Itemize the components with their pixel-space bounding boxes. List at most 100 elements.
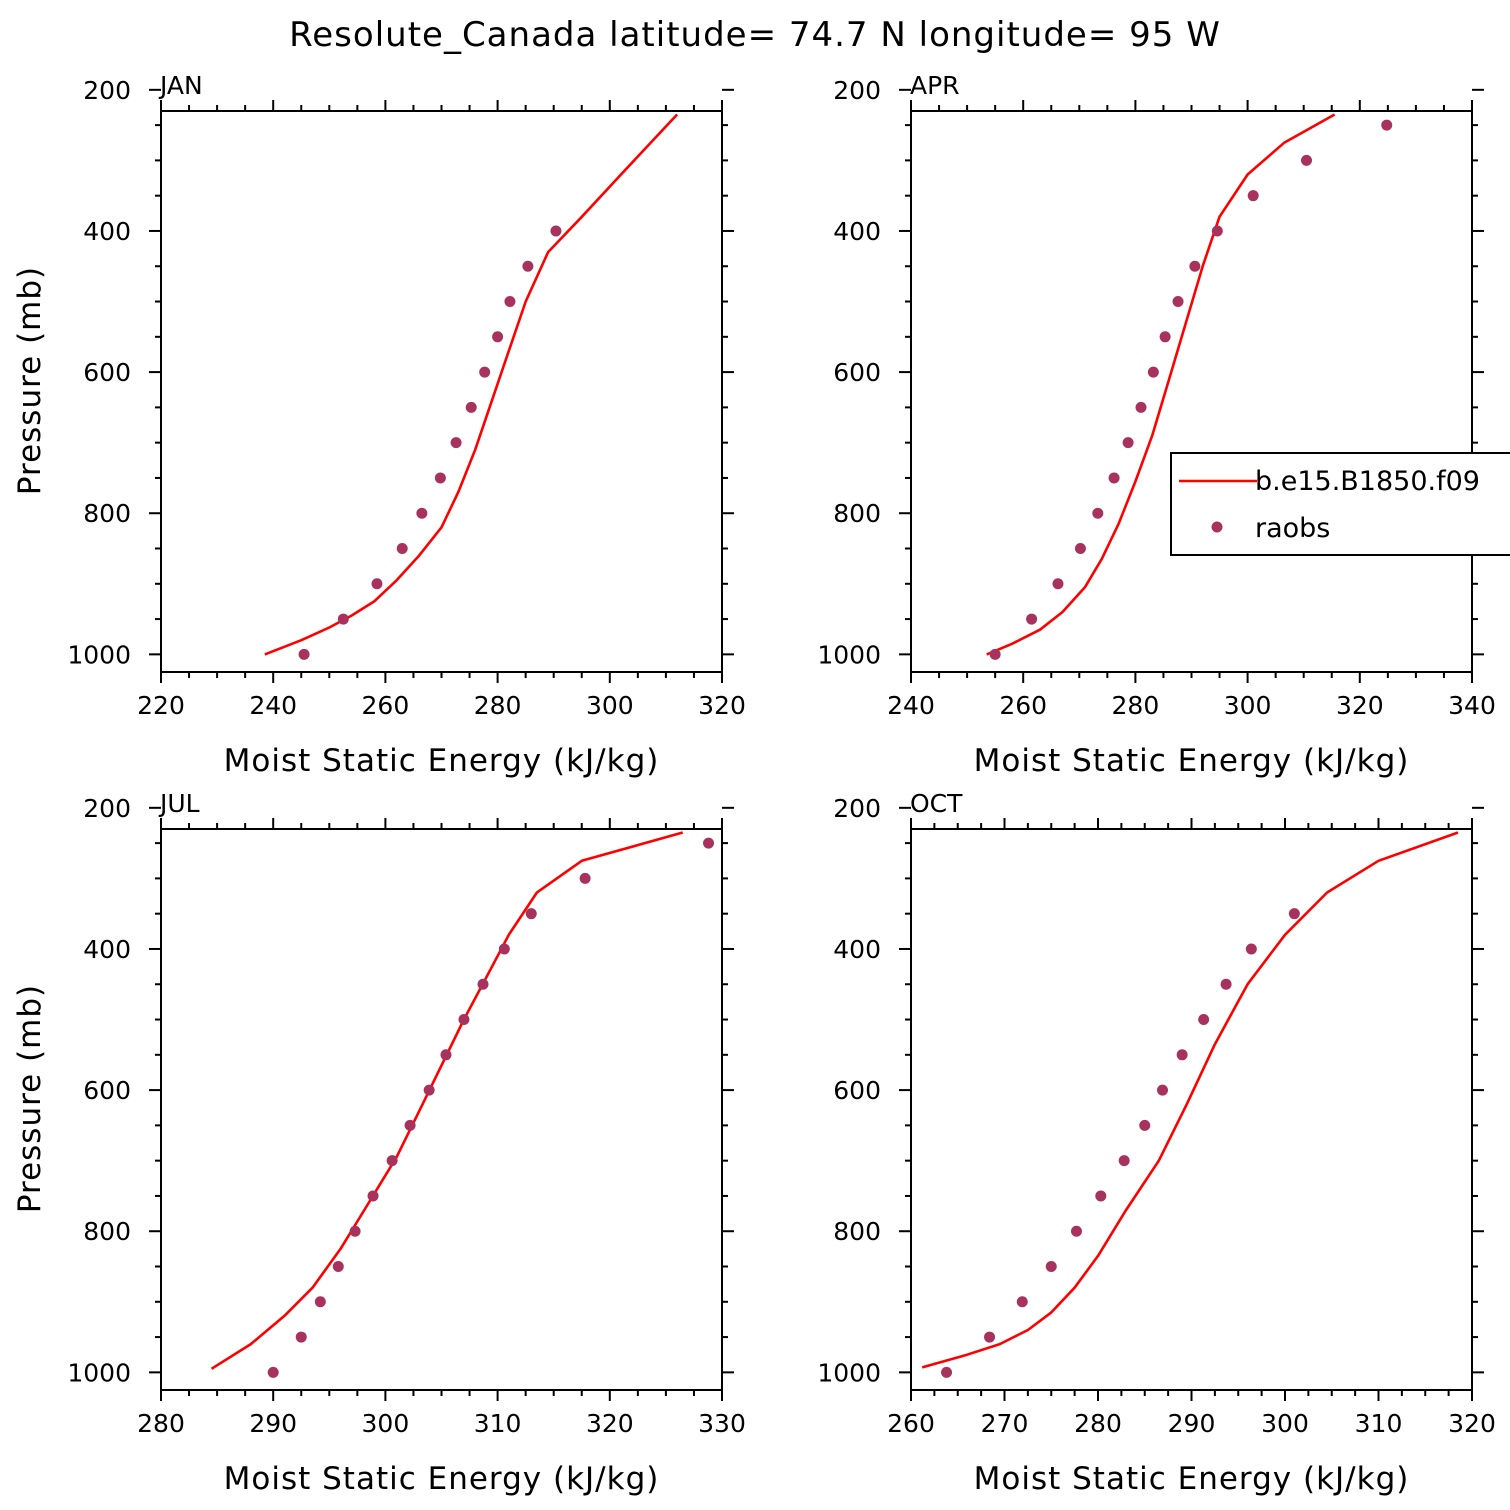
model-series-line [986, 113, 1336, 656]
raobs-point [295, 1331, 307, 1343]
y-axis-title: Pressure (mb) [12, 984, 48, 1213]
y-tick-label: 600 [83, 358, 131, 387]
y-tick-label: 1000 [67, 1358, 131, 1387]
raobs-point [440, 1049, 452, 1061]
raobs-point [1016, 1296, 1028, 1308]
panel-oct: OCT 260 270 280 290 300 310 320 200 400 600 800 1000… [817, 789, 1495, 1497]
raobs-point [314, 1296, 326, 1308]
raobs-point [1159, 331, 1171, 343]
panels-group: JAN 220 240 260 280 300 320 200 400 600 800 1000 Moi… [12, 71, 1510, 1497]
raobs-point [1026, 613, 1038, 625]
x-tick-label: 280 [1074, 1409, 1122, 1438]
raobs-point [1095, 1190, 1107, 1202]
y-tick-label: 600 [83, 1076, 131, 1105]
panel-label: OCT [910, 789, 963, 818]
raobs-point [1211, 225, 1223, 237]
x-axis-title: Moist Static Energy (kJ/kg) [974, 1461, 1410, 1497]
x-tick-label: 300 [1224, 691, 1272, 720]
x-tick-label: 310 [474, 1409, 522, 1438]
raobs-point [450, 437, 462, 449]
raobs-point [1288, 908, 1300, 920]
raobs-point [1122, 437, 1134, 449]
model-series-line [264, 113, 679, 656]
x-tick-label: 260 [887, 1409, 935, 1438]
raobs-point [267, 1366, 279, 1378]
model-series-line [210, 831, 684, 1370]
panel-jul: JUL 280 290 300 310 320 330 200 400 600 800 1000 Moi… [12, 789, 746, 1497]
raobs-point [1381, 119, 1393, 131]
x-tick-label: 260 [362, 691, 410, 720]
raobs-point [1045, 1261, 1057, 1273]
raobs-point [1198, 1014, 1210, 1026]
raobs-point [984, 1331, 996, 1343]
raobs-point [332, 1261, 344, 1273]
y-tick-label: 800 [833, 1217, 881, 1246]
y-tick-label: 600 [833, 358, 881, 387]
y-tick-label: 200 [833, 794, 881, 823]
y-tick-label: 400 [83, 935, 131, 964]
x-axis-title: Moist Static Energy (kJ/kg) [224, 1461, 660, 1497]
x-tick-label: 320 [1336, 691, 1384, 720]
raobs-point [1176, 1049, 1188, 1061]
plot-frame [160, 828, 723, 1391]
y-tick-label: 1000 [817, 640, 881, 669]
x-tick-label: 320 [698, 691, 746, 720]
raobs-point [396, 543, 408, 555]
raobs-point [1135, 401, 1147, 413]
raobs-point [498, 943, 510, 955]
x-tick-label: 240 [249, 691, 297, 720]
y-tick-label: 600 [833, 1076, 881, 1105]
x-tick-label: 300 [586, 691, 634, 720]
y-tick-label: 1000 [817, 1358, 881, 1387]
y-tick-label: 800 [833, 499, 881, 528]
legend-marker-swatch [1211, 521, 1223, 533]
x-tick-label: 300 [1261, 1409, 1309, 1438]
y-tick-label: 200 [833, 76, 881, 105]
raobs-point [1245, 943, 1257, 955]
y-tick-label: 200 [83, 76, 131, 105]
raobs-point [1220, 978, 1232, 990]
x-tick-label: 340 [1448, 691, 1496, 720]
raobs-point [1108, 472, 1120, 484]
raobs-point [1147, 366, 1159, 378]
raobs-point [479, 366, 491, 378]
raobs-point [579, 872, 591, 884]
y-axis-title: Pressure (mb) [12, 266, 48, 495]
model-series-line [921, 831, 1459, 1369]
raobs-point [522, 260, 534, 272]
y-tick-label: 400 [833, 217, 881, 246]
x-tick-label: 320 [586, 1409, 634, 1438]
raobs-point [1118, 1155, 1130, 1167]
raobs-point [1189, 260, 1201, 272]
raobs-point [1092, 507, 1104, 519]
raobs-point [371, 578, 383, 590]
raobs-point [404, 1119, 416, 1131]
x-tick-label: 310 [1355, 1409, 1403, 1438]
raobs-point [1070, 1225, 1082, 1237]
plot-frame [910, 110, 1473, 673]
raobs-point [1074, 543, 1086, 555]
raobs-point [386, 1155, 398, 1167]
raobs-point [416, 507, 428, 519]
raobs-point [458, 1014, 470, 1026]
legend-label-raobs: raobs [1255, 513, 1330, 544]
panel-label: JUL [158, 789, 200, 818]
raobs-point [367, 1190, 379, 1202]
x-tick-label: 280 [137, 1409, 185, 1438]
x-tick-label: 280 [1112, 691, 1160, 720]
panel-label: JAN [158, 71, 203, 100]
x-tick-label: 290 [1168, 1409, 1216, 1438]
raobs-point [1247, 190, 1259, 202]
raobs-point [525, 908, 537, 920]
x-axis-title: Moist Static Energy (kJ/kg) [224, 743, 660, 779]
legend-label-model: b.e15.B1850.f09 [1255, 466, 1480, 497]
raobs-point [989, 648, 1001, 660]
y-tick-label: 400 [833, 935, 881, 964]
raobs-point [1052, 578, 1064, 590]
raobs-point [337, 613, 349, 625]
raobs-point [434, 472, 446, 484]
raobs-point [492, 331, 504, 343]
raobs-point [941, 1366, 953, 1378]
y-tick-label: 1000 [67, 640, 131, 669]
